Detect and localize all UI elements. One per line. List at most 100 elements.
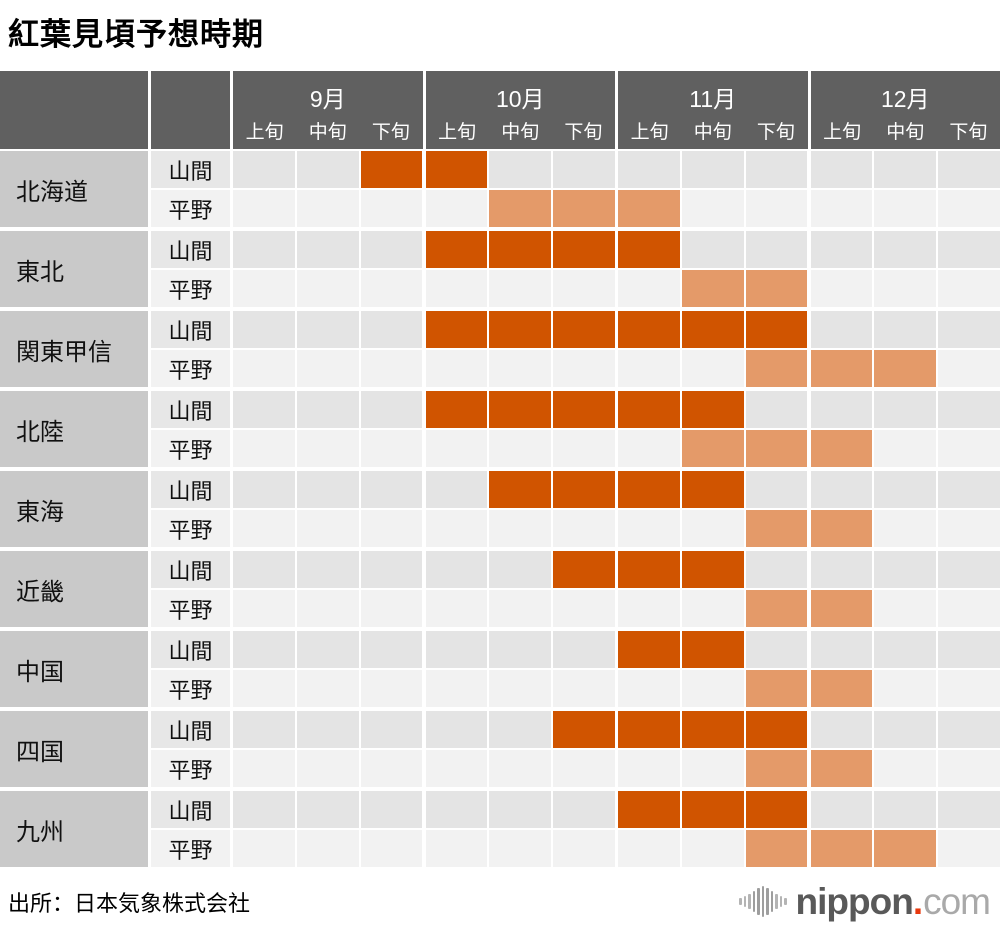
month-cell-block [618, 270, 808, 307]
grid-cell [489, 551, 552, 588]
month-cell-block [233, 551, 423, 588]
grid-cell [745, 551, 808, 588]
active-cell [618, 551, 680, 588]
month-cell-block [425, 391, 616, 428]
active-cell [553, 711, 615, 748]
grid-cell [425, 350, 488, 387]
grid-cell [745, 391, 808, 428]
month-cell-block [810, 311, 1000, 348]
month-cell-block [233, 151, 423, 188]
data-row: 平野 [151, 190, 1000, 227]
grid-cell [296, 471, 359, 508]
grid-cell [618, 590, 680, 627]
grid-cell [938, 311, 1000, 348]
active-cell [810, 830, 873, 867]
grid-cell [296, 551, 359, 588]
grid-cell [810, 711, 873, 748]
row-type-label: 平野 [151, 430, 230, 467]
grid-cell [425, 190, 488, 227]
region-label: 東北 [0, 231, 148, 307]
data-row: 平野 [151, 750, 1000, 787]
active-cell [681, 430, 744, 467]
grid-cell [938, 231, 1000, 268]
grid-cell [938, 631, 1000, 668]
grid-cell [233, 190, 295, 227]
active-cell [425, 391, 488, 428]
active-cell [874, 350, 937, 387]
soundwave-bar [784, 898, 787, 905]
grid-cell [874, 510, 937, 547]
month-header-10: 10月 上旬 中旬 下旬 [425, 71, 615, 149]
month-cells-wrap [233, 711, 1000, 748]
grid-cell [681, 830, 744, 867]
soundwave-bar [779, 896, 783, 907]
grid-cell [681, 750, 744, 787]
month-label: 11月 [689, 86, 737, 112]
row-type-label: 平野 [151, 350, 230, 387]
month-cell-block [233, 830, 423, 867]
grid-cell [938, 510, 1000, 547]
grid-cell [360, 551, 423, 588]
region-rows: 山間 平野 [151, 311, 1000, 387]
data-row: 平野 [151, 270, 1000, 307]
grid-cell [296, 430, 359, 467]
grid-cell [681, 510, 744, 547]
month-header-9: 9月 上旬 中旬 下旬 [233, 71, 423, 149]
grid-cell [681, 670, 744, 707]
month-cell-block [425, 791, 616, 828]
month-cell-block [425, 231, 616, 268]
grid-cell [618, 830, 680, 867]
grid-cell [489, 151, 552, 188]
grid-cell [489, 510, 552, 547]
month-cell-block [618, 471, 808, 508]
month-cell-block [425, 311, 616, 348]
period-labels: 上旬 中旬 下旬 [233, 123, 423, 142]
month-cells-wrap [233, 750, 1000, 787]
month-header-11: 11月上旬 中旬 下旬 [618, 71, 808, 149]
grid-cell [360, 711, 423, 748]
soundwave-bar [757, 888, 760, 915]
grid-cell [938, 190, 1000, 227]
region-rows: 山間 平野 [151, 711, 1000, 787]
grid-cell [360, 190, 423, 227]
active-cell [810, 590, 873, 627]
grid-cell [874, 190, 937, 227]
month-cell-block [618, 350, 808, 387]
active-cell [618, 711, 680, 748]
grid-cell [360, 510, 423, 547]
row-type-label: 山間 [151, 391, 230, 428]
grid-cell [489, 750, 552, 787]
month-cell-block [618, 430, 808, 467]
soundwave-bar [748, 894, 751, 909]
active-cell [360, 151, 423, 188]
grid-cell [296, 151, 359, 188]
grid-cell [618, 750, 680, 787]
grid-cell [425, 551, 488, 588]
grid-cell [938, 471, 1000, 508]
region-rows: 山間 平野 [151, 631, 1000, 707]
region-label: 東海 [0, 471, 148, 547]
grid-cell [489, 270, 552, 307]
period-labels: 上旬 中旬 下旬 [618, 123, 808, 142]
month-cells-wrap [233, 590, 1000, 627]
grid-cell [810, 190, 873, 227]
header-subtype-cell [151, 71, 230, 149]
grid-cell [233, 391, 295, 428]
region-rows: 山間 平野 [151, 391, 1000, 467]
month-cell-block [618, 830, 808, 867]
month-cell-block [618, 590, 808, 627]
grid-cell [874, 711, 937, 748]
month-cells-wrap [233, 270, 1000, 307]
grid-cell [233, 430, 295, 467]
month-cell-block [425, 711, 616, 748]
month-label: 12月 [880, 86, 930, 112]
grid-cell [296, 830, 359, 867]
grid-cell [233, 631, 295, 668]
active-cell [810, 670, 873, 707]
active-cell [618, 391, 680, 428]
month-cell-block [233, 311, 423, 348]
grid-cell [360, 270, 423, 307]
active-cell [810, 750, 873, 787]
month-cell-block [810, 190, 1000, 227]
active-cell [745, 750, 808, 787]
